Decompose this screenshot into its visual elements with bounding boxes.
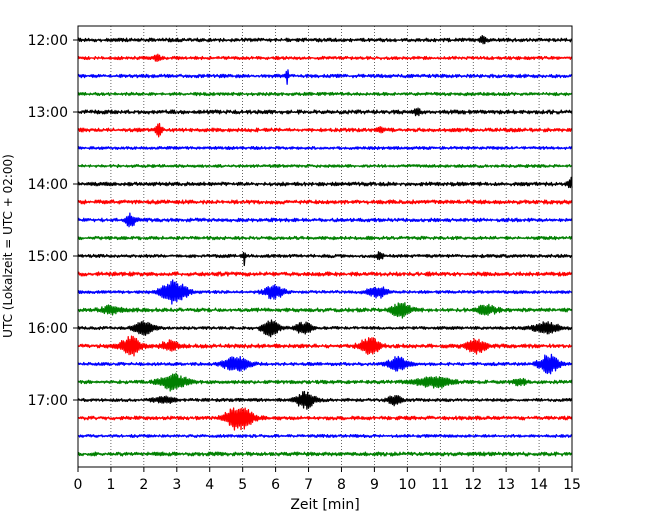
y-tick-label: 15:00 — [28, 249, 68, 265]
trace-1230 — [77, 69, 573, 85]
trace-1715 — [77, 407, 573, 431]
trace-1545 — [77, 302, 573, 319]
plot-frame — [77, 25, 573, 468]
trace-1200 — [77, 34, 573, 45]
trace-1700 — [77, 390, 573, 410]
trace-1630 — [77, 353, 573, 375]
x-tick-label: 0 — [74, 477, 83, 493]
trace-1430 — [77, 212, 573, 228]
trace-1245 — [77, 91, 573, 97]
x-tick-label: 2 — [139, 477, 148, 493]
x-tick-label: 8 — [337, 477, 346, 493]
x-tick-label: 6 — [271, 477, 280, 493]
trace-1730 — [77, 433, 573, 439]
trace-1330 — [77, 145, 573, 151]
trace-1745 — [77, 451, 573, 457]
y-tick-label: 17:00 — [28, 393, 68, 409]
x-tick-label: 11 — [431, 477, 449, 493]
trace-1445 — [77, 235, 573, 241]
trace-1515 — [77, 271, 573, 277]
trace-1215 — [77, 53, 573, 63]
y-tick-label: 16:00 — [28, 321, 68, 337]
trace-1300 — [77, 107, 573, 117]
x-tick-label: 4 — [205, 477, 214, 493]
trace-1615 — [77, 335, 573, 357]
trace-1645 — [77, 372, 573, 392]
trace-1400 — [77, 176, 573, 189]
y-tick-label: 14:00 — [28, 177, 68, 193]
x-tick-label: 13 — [497, 477, 515, 493]
trace-1530 — [77, 279, 573, 305]
x-axis-label: Zeit [min] — [290, 497, 359, 513]
x-tick-label: 12 — [464, 477, 482, 493]
x-axis-ticks: 0 1 2 3 4 5 6 7 8 9 10 11 12 13 14 15 — [74, 467, 581, 493]
x-tick-label: 10 — [398, 477, 416, 493]
x-tick-label: 9 — [370, 477, 379, 493]
trace-1345 — [77, 163, 573, 169]
y-tick-label: 13:00 — [28, 105, 68, 121]
trace-1315 — [77, 122, 573, 138]
y-axis-label: UTC (Lokalzeit = UTC + 02:00) — [1, 154, 15, 338]
x-tick-label: 3 — [172, 477, 181, 493]
plot-background — [78, 26, 572, 467]
y-axis-ticks: 12:00 13:00 14:00 15:00 16:00 17:00 — [28, 33, 78, 409]
trace-1500 — [77, 251, 573, 267]
x-tick-label: 14 — [530, 477, 548, 493]
x-tick-label: 15 — [563, 477, 581, 493]
x-tick-label: 7 — [304, 477, 313, 493]
seismic-traces — [77, 34, 573, 457]
x-tick-label: 1 — [106, 477, 115, 493]
x-tick-label: 5 — [238, 477, 247, 493]
y-tick-label: 12:00 — [28, 33, 68, 49]
trace-1415 — [77, 199, 573, 205]
trace-1600 — [77, 319, 573, 338]
